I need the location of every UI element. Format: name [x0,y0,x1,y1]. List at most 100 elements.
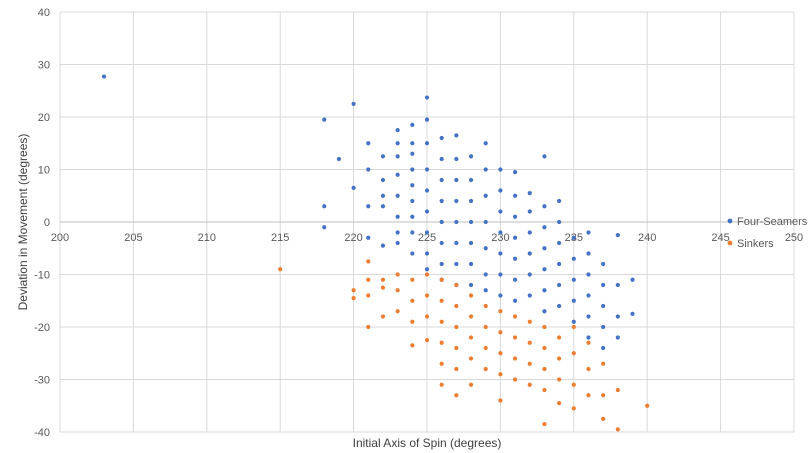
data-point [424,267,430,272]
data-point [542,246,547,251]
data-point [601,261,606,267]
data-point [483,324,488,330]
data-point [468,261,474,267]
data-point [557,282,562,288]
data-point [468,382,474,387]
data-point [483,303,488,309]
data-point [512,193,518,198]
data-point [454,219,459,225]
data-point [468,154,474,159]
data-point [542,309,547,314]
data-point [542,225,547,230]
data-point [439,340,444,345]
data-point [439,382,444,387]
data-point [468,356,474,361]
data-point [410,298,415,303]
data-point [454,198,459,204]
data-point [498,398,503,403]
data-point [395,193,400,198]
data-point [483,167,488,172]
data-point [512,335,518,340]
data-point [336,156,342,162]
data-point [468,335,474,340]
data-point [454,366,459,372]
data-point [527,251,532,256]
data-point [601,303,606,309]
legend-label: Sinkers [737,238,774,250]
data-point [410,343,415,348]
data-point [439,240,444,246]
data-point [586,293,591,298]
data-point [454,177,459,183]
y-tick-label: -30 [34,375,50,387]
data-point [498,372,503,377]
data-point [615,282,620,288]
x-tick-label: 250 [785,232,803,244]
y-tick-label: 40 [38,7,50,19]
data-point [512,277,518,282]
data-point [542,366,547,372]
data-point [630,277,635,282]
x-tick-label: 245 [711,232,729,244]
data-point [424,230,430,235]
data-point [498,251,503,256]
data-point [527,209,532,214]
data-point [410,151,415,156]
data-point [601,393,606,398]
data-point [571,382,576,387]
y-tick-label: -10 [34,270,50,282]
y-tick-label: -40 [34,427,50,439]
data-point [454,156,459,162]
data-point [498,351,503,356]
data-point [483,246,488,251]
data-point [630,311,635,316]
data-point [424,117,430,122]
data-point [439,135,444,141]
data-point [380,177,386,183]
data-point [380,277,386,282]
data-point [454,240,459,246]
data-point [439,198,444,204]
data-point [542,267,547,272]
data-point [395,214,400,219]
data-point [483,193,488,198]
data-point [410,319,415,324]
data-point [439,261,444,267]
grid-lines [59,11,795,433]
data-point [615,314,620,319]
data-point [586,335,591,340]
legend-marker [727,218,733,224]
data-point [395,128,400,133]
data-point [454,261,459,267]
data-point [454,303,459,309]
data-point [380,204,386,209]
legend-marker [727,240,733,246]
x-tick-label: 205 [124,232,142,244]
data-point [366,277,371,282]
data-point [571,324,576,330]
data-point [410,198,415,204]
data-point [483,288,488,293]
data-point [395,240,400,246]
data-point [571,351,576,356]
data-point [571,235,576,240]
data-point [542,422,547,427]
data-point [512,314,518,319]
data-point [483,345,488,351]
data-point [366,259,371,264]
data-point [586,366,591,372]
data-point [410,251,415,256]
data-point [380,285,386,290]
data-point [512,298,518,303]
data-point [395,230,400,235]
data-point [557,335,562,340]
data-point [424,293,430,298]
data-point [410,214,415,219]
data-point [498,293,503,298]
data-point [483,366,488,372]
data-point [395,309,400,314]
x-tick-label: 230 [491,232,509,244]
data-point [586,272,591,277]
data-point [322,117,327,122]
